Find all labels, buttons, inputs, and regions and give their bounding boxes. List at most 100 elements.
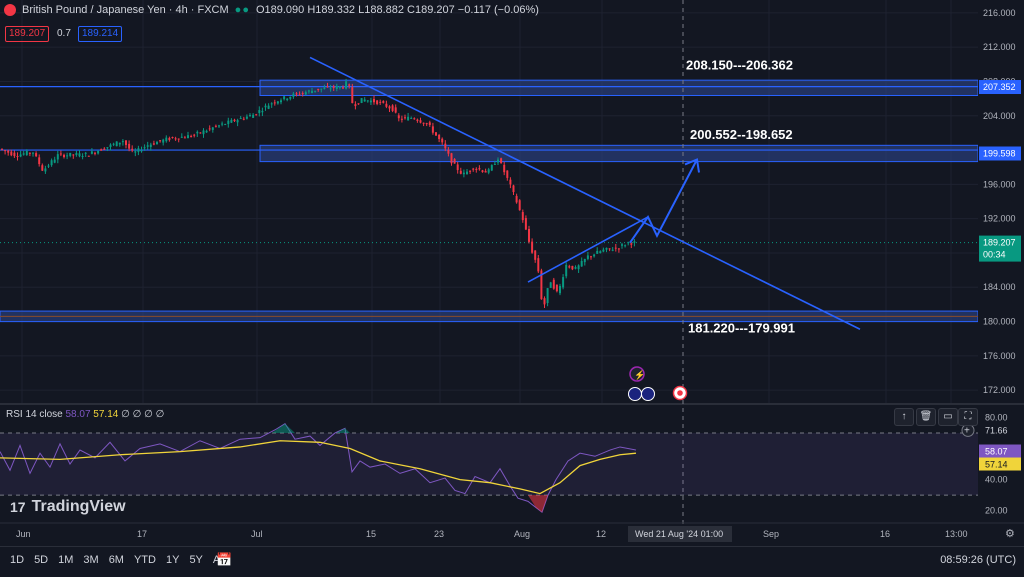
candle	[484, 170, 487, 173]
range-1y[interactable]: 1Y	[165, 554, 180, 566]
current-price-label: 189.207	[983, 238, 1016, 248]
range-1m[interactable]: 1M	[58, 554, 74, 566]
candle	[493, 163, 496, 165]
candle	[311, 90, 313, 94]
candle	[435, 132, 437, 136]
rsi-value-badge-label: 58.07	[985, 447, 1008, 457]
projection-arrowhead	[684, 158, 700, 173]
candle	[304, 92, 307, 95]
candle	[97, 151, 100, 154]
rising-support-trendline[interactable]	[527, 216, 649, 283]
candle	[41, 165, 44, 171]
candle	[146, 145, 149, 147]
utc-clock[interactable]: 08:59:26 (UTC)	[940, 554, 1016, 566]
candle	[295, 93, 298, 95]
projection-path[interactable]	[629, 159, 698, 244]
candle	[211, 127, 214, 130]
maximize-pane-icon[interactable]: ⛶	[958, 408, 978, 426]
calendar-icon[interactable]: 📅	[216, 552, 233, 567]
candle	[394, 107, 397, 113]
candle	[140, 150, 143, 152]
sell-price-box[interactable]: 189.207	[5, 26, 50, 42]
candle	[571, 265, 574, 270]
candle	[342, 87, 344, 89]
collapse-pane-icon[interactable]: ▭	[938, 408, 958, 426]
candle	[159, 140, 162, 142]
candle	[121, 141, 124, 143]
range-3m[interactable]: 3M	[83, 554, 99, 566]
bar-countdown-label: 00:34	[983, 250, 1006, 260]
gb-flag-event-icon[interactable]	[641, 387, 655, 401]
range-all[interactable]: All	[212, 554, 226, 566]
candle	[28, 152, 31, 154]
candle	[227, 120, 230, 125]
descending-resistance-trendline[interactable]	[309, 56, 861, 330]
candle	[72, 154, 75, 156]
time-tick-label: 17	[137, 529, 147, 539]
delete-pane-icon[interactable]: 🗑	[916, 408, 936, 426]
earnings-event-icon[interactable]	[629, 366, 645, 382]
candle	[450, 153, 453, 164]
candle	[286, 98, 289, 100]
candle	[214, 125, 217, 127]
candle	[208, 128, 211, 130]
zone-axis-badge-label: 199.598	[983, 149, 1016, 159]
rsi-tick-label: 20.00	[985, 506, 1008, 516]
range-5d[interactable]: 5D	[34, 554, 49, 566]
symbol-title[interactable]: British Pound / Japanese Yen · 4h · FXCM	[22, 4, 229, 16]
candle	[125, 140, 127, 145]
gb-flag-event-icon[interactable]	[628, 387, 642, 401]
range-1d[interactable]: 1D	[10, 554, 25, 566]
range-6m[interactable]: 6M	[108, 554, 124, 566]
range-ytd[interactable]: YTD	[133, 554, 156, 566]
rsi-ma-value: 57.14	[93, 409, 119, 420]
candle	[462, 172, 465, 175]
buy-price-box[interactable]: 189.214	[78, 26, 123, 42]
candle	[431, 126, 434, 133]
candle	[602, 249, 605, 252]
candle	[261, 110, 264, 113]
candle	[332, 86, 335, 88]
zone-label: 181.220---179.991	[688, 321, 795, 336]
candle	[84, 152, 87, 154]
candle	[233, 119, 236, 122]
range-5y[interactable]: 5Y	[189, 554, 203, 566]
candle	[25, 150, 28, 156]
candle	[218, 125, 220, 127]
move-pane-up-icon[interactable]: ↑	[894, 408, 914, 426]
symbol-header: British Pound / Japanese Yen · 4h · FXCM…	[4, 4, 539, 16]
tradingview-logo-icon: 17	[10, 499, 26, 515]
candle	[521, 212, 524, 221]
candle	[289, 96, 292, 99]
zone-box[interactable]	[259, 144, 979, 163]
lightning-glyph: ⚡	[634, 369, 645, 381]
candle	[422, 122, 425, 124]
candle	[469, 170, 472, 172]
zone-label: 208.150---206.362	[686, 57, 793, 72]
rsi-ma-badge	[979, 457, 1021, 471]
candle	[190, 135, 193, 137]
candle	[559, 285, 561, 294]
candle	[112, 143, 115, 145]
candle	[549, 282, 552, 288]
bottom-toolbar: 1D 5D 1M 3M 6M YTD 1Y 5Y All 📅 08:59:26 (UTC)	[0, 546, 1024, 577]
candle	[90, 151, 93, 154]
zone-axis-badge	[979, 146, 1021, 161]
time-tick-label: Jun	[16, 529, 31, 539]
candle	[252, 114, 255, 118]
candle	[13, 152, 16, 157]
candle	[63, 154, 65, 158]
candle	[590, 256, 592, 258]
zone-box[interactable]	[259, 79, 979, 97]
candle	[369, 100, 372, 103]
candle	[35, 153, 38, 157]
candle	[4, 150, 7, 152]
current-price-badge	[979, 235, 1021, 262]
candle	[466, 171, 468, 175]
price-tick-label: 180.000	[983, 317, 1016, 327]
candle	[280, 100, 282, 103]
price-axis[interactable]	[978, 0, 1024, 403]
price-tick-label: 204.000	[983, 111, 1016, 121]
watermark-text: TradingView	[31, 498, 126, 515]
